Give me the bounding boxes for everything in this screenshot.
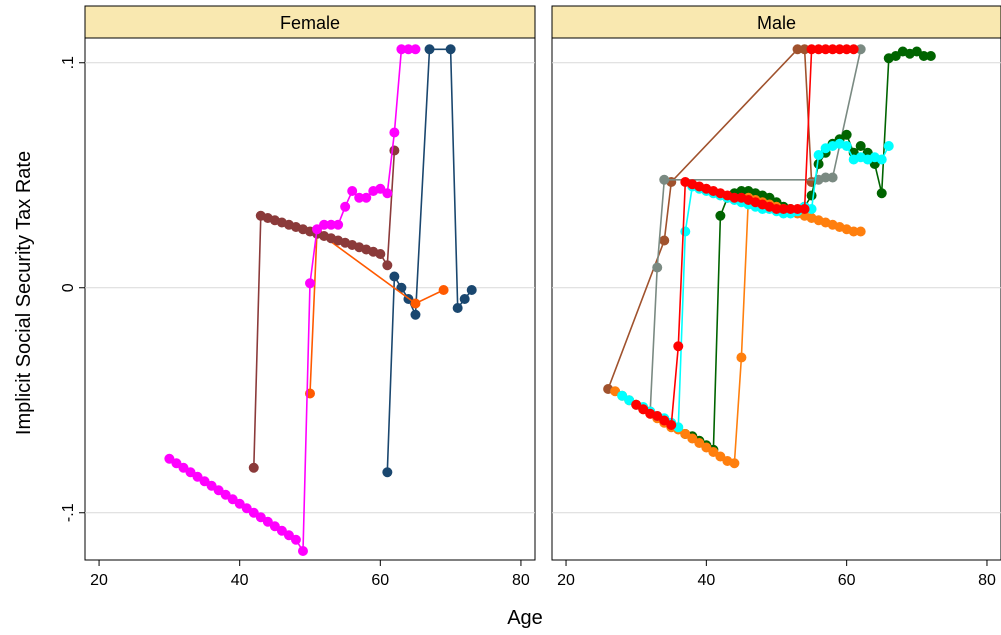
data-point (403, 44, 414, 55)
data-point (382, 260, 393, 271)
data-point (820, 44, 831, 55)
y-tick-label: 0 (60, 283, 77, 292)
data-point (834, 44, 845, 55)
data-point (855, 141, 866, 151)
data-point (778, 204, 789, 214)
data-point (841, 141, 852, 151)
data-point (347, 186, 358, 196)
data-point (876, 188, 887, 199)
x-tick-label: 80 (978, 572, 996, 589)
data-point (452, 303, 463, 313)
data-point (799, 44, 810, 55)
panel-strip-label: Female (280, 13, 340, 33)
data-point (925, 51, 936, 61)
data-point (799, 204, 810, 214)
panel-male: Male 20 40 60 80 (551, 5, 1001, 589)
y-axis-title: Implicit Social Security Tax Rate (13, 151, 35, 435)
data-point (736, 352, 747, 363)
x-tick-label: 60 (838, 572, 856, 589)
data-point (820, 172, 831, 183)
y-tick-label: .1 (60, 56, 77, 69)
y-tick-label: -.1 (60, 503, 77, 522)
series-line (386, 48, 473, 473)
data-point (319, 219, 330, 230)
data-point (680, 226, 691, 237)
data-point (396, 44, 407, 55)
panel-strip-label: Male (757, 13, 796, 33)
data-point (290, 534, 301, 545)
data-point (340, 201, 351, 212)
data-point (806, 204, 817, 214)
data-point (389, 145, 400, 156)
x-tick-label: 40 (231, 572, 249, 589)
data-point (248, 462, 259, 473)
data-point (466, 285, 477, 295)
data-point (333, 219, 344, 230)
data-point (771, 204, 782, 214)
data-point (375, 249, 386, 259)
x-tick-label: 60 (371, 572, 389, 589)
data-point (785, 204, 796, 214)
data-point (389, 271, 400, 282)
plot-area (551, 37, 1001, 561)
data-point (673, 341, 684, 352)
data-point (813, 159, 824, 169)
series-line (309, 229, 444, 394)
x-tick-label: 80 (512, 572, 530, 589)
data-point (918, 51, 929, 61)
data-point (389, 127, 400, 138)
x-tick-label: 40 (697, 572, 715, 589)
data-point (883, 141, 894, 151)
data-point (876, 154, 887, 165)
data-point (459, 294, 470, 304)
data-point (848, 226, 859, 237)
data-point (410, 309, 421, 320)
panel-strip (84, 5, 536, 39)
x-tick-label: 20 (557, 572, 575, 589)
data-point (354, 192, 365, 203)
data-point (424, 44, 435, 55)
data-point (438, 285, 449, 295)
data-point (806, 190, 817, 201)
data-point (326, 219, 337, 230)
data-point (827, 172, 838, 183)
data-point (841, 44, 852, 55)
x-axis-title: Age (507, 607, 543, 629)
data-point (659, 235, 670, 246)
data-point (792, 204, 803, 214)
data-point (855, 44, 866, 55)
panel-strip (551, 5, 1001, 39)
data-point (855, 226, 866, 237)
data-point (666, 420, 677, 430)
series-3 (248, 145, 400, 473)
data-point (652, 262, 663, 273)
data-point (361, 192, 372, 203)
data-point (396, 282, 407, 293)
series-6 (631, 44, 859, 430)
data-point (382, 188, 393, 199)
data-point (729, 192, 740, 203)
data-point (297, 546, 308, 556)
data-point (813, 150, 824, 160)
data-point (806, 44, 817, 55)
series-4 (164, 44, 421, 556)
data-point (410, 298, 421, 309)
panels-layer: Female 20 40 60 80 -.1 0 .1 Male 20 40 60 80 (60, 5, 1001, 589)
data-point (813, 44, 824, 55)
data-point (659, 174, 670, 185)
data-point (445, 44, 456, 55)
data-point (827, 44, 838, 55)
x-tick-label: 20 (90, 572, 108, 589)
data-point (729, 458, 740, 469)
panel-female: Female 20 40 60 80 -.1 0 .1 (60, 5, 536, 589)
data-point (382, 467, 393, 478)
data-point (715, 210, 726, 221)
data-point (410, 44, 421, 55)
series-1 (382, 44, 477, 478)
data-point (841, 129, 852, 140)
data-point (305, 278, 315, 289)
data-point (848, 44, 859, 55)
data-point (792, 44, 803, 55)
